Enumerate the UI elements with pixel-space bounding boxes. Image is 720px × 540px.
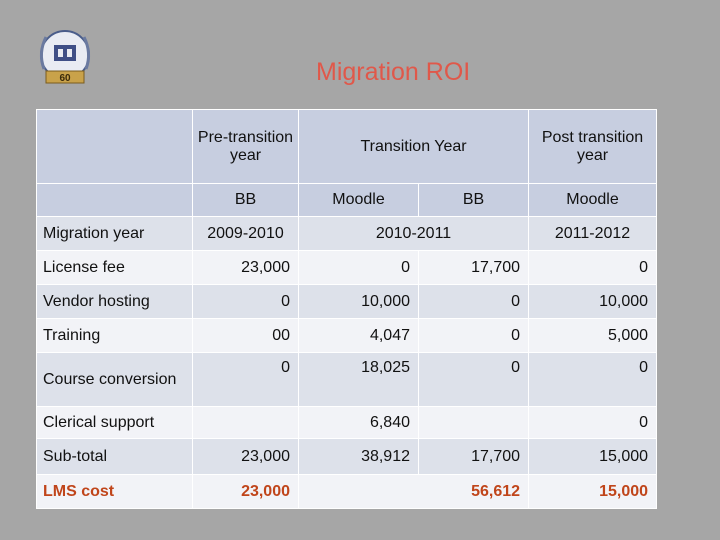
header-row: Pre-transition year Transition Year Post… [36, 109, 658, 184]
clerical-support-moodle: 6,840 [298, 406, 419, 439]
row-label: Migration year [36, 216, 193, 251]
training-moodle: 4,047 [298, 318, 419, 353]
row-label: Clerical support [36, 406, 193, 439]
course-conversion-bb: 0 [417, 352, 530, 407]
migration-roi-table: Pre-transition year Transition Year Post… [36, 109, 658, 509]
row-label: Course conversion [36, 352, 193, 407]
clerical-support-post: 0 [528, 406, 658, 439]
table-row-migration-year: Migration year 2009-2010 2010-2011 2011-… [36, 216, 658, 251]
migration-year-pre: 2009-2010 [192, 216, 299, 251]
row-label: Vendor hosting [36, 284, 193, 319]
table-row-training: Training 00 4,047 0 5,000 [36, 318, 658, 353]
subheader-bb-transition: BB [417, 183, 530, 217]
sub-total-bb: 17,700 [417, 438, 530, 475]
university-logo: 60 [39, 30, 91, 84]
lms-cost-pre: 23,000 [192, 474, 299, 509]
vendor-hosting-bb: 0 [417, 284, 530, 319]
table-row-license-fee: License fee 23,000 0 17,700 0 [36, 250, 658, 285]
migration-year-post: 2011-2012 [528, 216, 658, 251]
clerical-support-bb [417, 406, 530, 439]
table-row-course-conversion: Course conversion 0 18,025 0 0 [36, 352, 658, 407]
subheader-moodle-post: Moodle [528, 183, 658, 217]
table-row-sub-total: Sub-total 23,000 38,912 17,700 15,000 [36, 438, 658, 475]
header-pre-transition: Pre-transition year [192, 109, 299, 184]
license-fee-pre: 23,000 [192, 250, 299, 285]
header-blank-cell [36, 109, 193, 184]
course-conversion-moodle: 18,025 [298, 352, 419, 407]
row-label: License fee [36, 250, 193, 285]
table-row-lms-cost: LMS cost 23,000 56,612 15,000 [36, 474, 658, 509]
subheader-blank-cell [36, 183, 193, 217]
vendor-hosting-post: 10,000 [528, 284, 658, 319]
migration-year-transition: 2010-2011 [297, 216, 530, 251]
training-bb: 0 [417, 318, 530, 353]
header-transition-year: Transition Year [297, 109, 530, 184]
row-label: Sub-total [36, 438, 193, 475]
vendor-hosting-pre: 0 [192, 284, 299, 319]
table-row-clerical-support: Clerical support 6,840 0 [36, 406, 658, 439]
vendor-hosting-moodle: 10,000 [298, 284, 419, 319]
logo-badge-text: 60 [59, 73, 71, 84]
lms-cost-transition: 56,612 [297, 474, 530, 509]
lms-cost-post: 15,000 [528, 474, 658, 509]
table-row-vendor-hosting: Vendor hosting 0 10,000 0 10,000 [36, 284, 658, 319]
slide-title: Migration ROI [316, 58, 471, 86]
row-label: Training [36, 318, 193, 353]
subheader-moodle-transition: Moodle [298, 183, 419, 217]
sub-total-post: 15,000 [528, 438, 658, 475]
course-conversion-post: 0 [528, 352, 658, 407]
license-fee-moodle: 0 [298, 250, 419, 285]
license-fee-bb: 17,700 [417, 250, 530, 285]
row-label: LMS cost [36, 474, 193, 509]
subheader-bb-pre: BB [192, 183, 299, 217]
training-pre: 00 [192, 318, 299, 353]
subheader-row: BB Moodle BB Moodle [36, 183, 658, 217]
sub-total-pre: 23,000 [192, 438, 299, 475]
license-fee-post: 0 [528, 250, 658, 285]
course-conversion-pre: 0 [192, 352, 299, 407]
training-post: 5,000 [528, 318, 658, 353]
sub-total-moodle: 38,912 [298, 438, 419, 475]
header-post-transition: Post transition year [528, 109, 658, 184]
clerical-support-pre [192, 406, 299, 439]
